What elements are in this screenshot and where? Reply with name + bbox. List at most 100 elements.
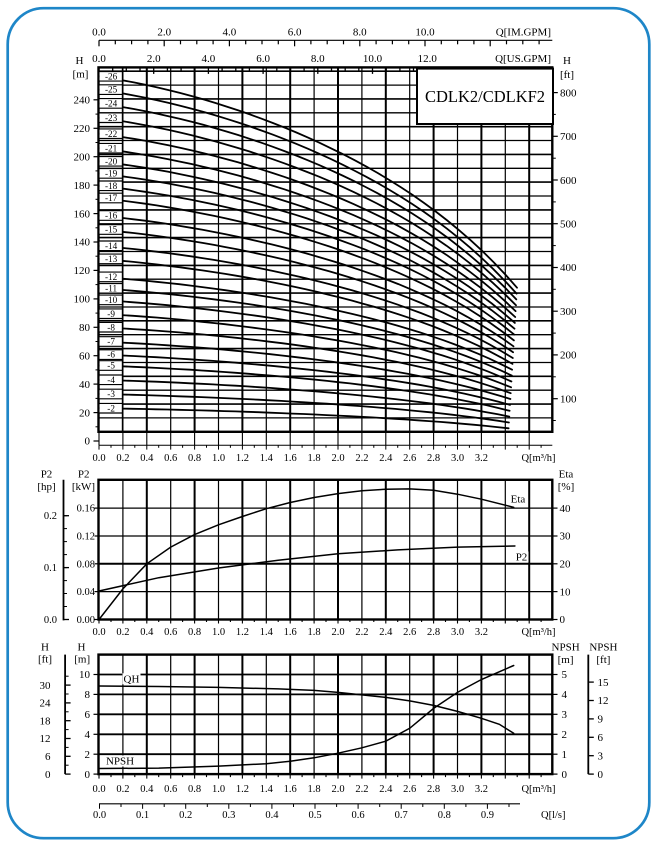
svg-text:0.04: 0.04 (77, 587, 96, 598)
svg-text:1: 1 (562, 749, 568, 761)
svg-text:10: 10 (560, 586, 572, 598)
svg-text:180: 180 (74, 180, 91, 192)
svg-text:-10: -10 (105, 295, 118, 305)
svg-text:QH: QH (124, 674, 140, 686)
svg-text:140: 140 (74, 237, 91, 249)
svg-text:2.8: 2.8 (427, 453, 440, 464)
svg-text:10.0: 10.0 (363, 53, 383, 65)
svg-text:240: 240 (74, 95, 91, 107)
svg-text:-12: -12 (105, 272, 118, 282)
svg-text:2.4: 2.4 (379, 784, 393, 795)
svg-text:8: 8 (85, 689, 91, 701)
svg-text:NPSH: NPSH (589, 642, 617, 654)
svg-text:0.12: 0.12 (77, 532, 95, 543)
svg-text:0.6: 0.6 (164, 453, 177, 464)
svg-text:-18: -18 (105, 181, 118, 191)
svg-text:H: H (78, 642, 86, 654)
svg-text:0.2: 0.2 (116, 627, 129, 638)
svg-text:0.1: 0.1 (136, 810, 149, 821)
svg-text:-5: -5 (107, 361, 115, 371)
svg-text:Q[IM.GPM]: Q[IM.GPM] (496, 26, 551, 38)
svg-text:2.2: 2.2 (355, 784, 368, 795)
svg-text:Q[m³/h]: Q[m³/h] (521, 453, 555, 464)
svg-text:2: 2 (85, 749, 91, 761)
svg-text:0.2: 0.2 (116, 453, 129, 464)
svg-text:P2: P2 (516, 552, 528, 564)
svg-text:0.0: 0.0 (92, 53, 106, 65)
svg-text:800: 800 (560, 87, 577, 99)
svg-text:20: 20 (560, 559, 572, 571)
svg-text:-11: -11 (105, 283, 117, 293)
svg-text:0.7: 0.7 (395, 810, 408, 821)
svg-text:-24: -24 (105, 99, 118, 109)
svg-text:1.8: 1.8 (308, 453, 321, 464)
svg-text:1.6: 1.6 (284, 784, 297, 795)
svg-text:0.2: 0.2 (44, 511, 57, 522)
svg-text:0.4: 0.4 (140, 627, 154, 638)
svg-text:1.0: 1.0 (212, 784, 225, 795)
svg-text:2.0: 2.0 (157, 26, 171, 38)
svg-text:-20: -20 (105, 156, 118, 166)
svg-text:6.0: 6.0 (288, 26, 302, 38)
svg-text:-4: -4 (107, 375, 115, 385)
svg-text:6.0: 6.0 (256, 53, 270, 65)
svg-text:1.6: 1.6 (284, 453, 297, 464)
svg-text:Q[l/s]: Q[l/s] (541, 810, 566, 821)
svg-text:5: 5 (562, 669, 568, 681)
svg-text:[ft]: [ft] (560, 69, 574, 81)
svg-text:1.2: 1.2 (236, 453, 249, 464)
svg-text:1.4: 1.4 (260, 627, 274, 638)
svg-text:0.8: 0.8 (188, 627, 201, 638)
svg-text:0.0: 0.0 (44, 615, 57, 626)
svg-text:6: 6 (45, 751, 51, 763)
svg-text:0: 0 (85, 769, 91, 781)
svg-text:0: 0 (85, 436, 91, 448)
svg-text:60: 60 (79, 351, 91, 363)
svg-text:8.0: 8.0 (353, 26, 367, 38)
svg-text:1.8: 1.8 (308, 784, 321, 795)
svg-text:-17: -17 (105, 193, 118, 203)
svg-text:400: 400 (560, 262, 577, 274)
svg-text:2.2: 2.2 (355, 453, 368, 464)
svg-text:3: 3 (598, 750, 604, 762)
svg-text:160: 160 (74, 208, 91, 220)
svg-text:-14: -14 (105, 241, 118, 251)
svg-text:-16: -16 (105, 211, 118, 221)
svg-text:NPSH: NPSH (552, 642, 580, 654)
svg-text:Q[m³/h]: Q[m³/h] (521, 627, 555, 638)
svg-text:3.2: 3.2 (475, 627, 488, 638)
svg-text:-7: -7 (107, 337, 115, 347)
svg-text:2.6: 2.6 (403, 627, 416, 638)
svg-text:CDLK2/CDLKF2: CDLK2/CDLKF2 (425, 87, 545, 106)
svg-text:3.2: 3.2 (475, 784, 488, 795)
svg-text:0: 0 (45, 769, 51, 781)
svg-text:1.8: 1.8 (308, 627, 321, 638)
svg-text:0.6: 0.6 (164, 627, 177, 638)
svg-text:3.2: 3.2 (475, 453, 488, 464)
svg-text:80: 80 (79, 322, 91, 334)
svg-text:4.0: 4.0 (202, 53, 216, 65)
svg-text:40: 40 (79, 379, 91, 391)
svg-text:100: 100 (74, 294, 91, 306)
svg-text:-6: -6 (107, 350, 115, 360)
svg-text:30: 30 (560, 531, 572, 543)
svg-text:0.16: 0.16 (77, 504, 95, 515)
svg-text:1.6: 1.6 (284, 627, 297, 638)
svg-text:2.0: 2.0 (147, 53, 161, 65)
svg-text:-9: -9 (107, 309, 115, 319)
svg-text:Q[US.GPM]: Q[US.GPM] (495, 53, 551, 65)
svg-text:P2: P2 (41, 469, 53, 481)
svg-text:0.9: 0.9 (481, 810, 494, 821)
svg-text:15: 15 (598, 677, 610, 689)
svg-text:[m]: [m] (73, 69, 89, 81)
svg-text:H: H (563, 55, 571, 67)
svg-text:4: 4 (85, 729, 91, 741)
svg-text:2.2: 2.2 (355, 627, 368, 638)
svg-text:0.3: 0.3 (222, 810, 235, 821)
svg-text:10: 10 (79, 669, 91, 681)
svg-text:0.2: 0.2 (116, 784, 129, 795)
svg-text:Eta: Eta (559, 469, 574, 481)
svg-text:2.6: 2.6 (403, 453, 416, 464)
svg-text:-19: -19 (105, 169, 118, 179)
svg-text:0.0: 0.0 (92, 453, 105, 464)
